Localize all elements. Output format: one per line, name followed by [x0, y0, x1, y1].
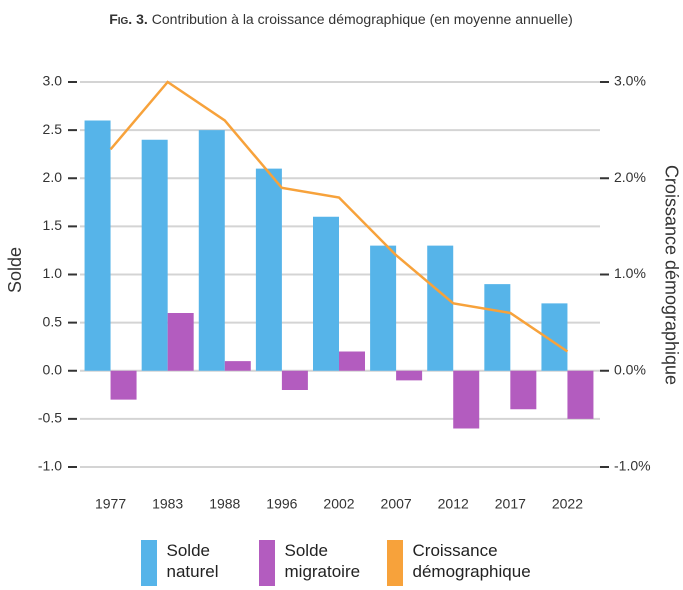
- y2-tick-label: -1.0%: [614, 458, 651, 474]
- y-tick-label: -0.5: [38, 410, 62, 426]
- legend-swatch: [140, 540, 157, 586]
- chart: Fig. 3. Contribution à la croissance démo…: [5, 11, 682, 512]
- y2-tick-label: 0.0%: [614, 361, 646, 377]
- legend: Solde naturel Solde migratoire Croissance …: [0, 540, 683, 586]
- y-tick-label: 1.0: [43, 265, 63, 281]
- legend-item: Solde naturel: [140, 540, 237, 586]
- y-tick-label: 3.0: [43, 73, 63, 89]
- x-tick-label: 1988: [209, 496, 240, 512]
- bar: [255, 168, 282, 371]
- bar: [453, 370, 480, 429]
- x-tick-label: 2002: [323, 496, 354, 512]
- y-axis-label: Solde: [5, 247, 25, 293]
- bar: [484, 284, 511, 371]
- bar: [427, 245, 454, 371]
- x-tick-label: 2012: [438, 496, 469, 512]
- bar: [110, 370, 137, 400]
- bar: [313, 216, 339, 371]
- bar: [510, 370, 537, 410]
- legend-label: Croissance démographique: [412, 541, 531, 581]
- y-tick-label: 2.0: [43, 169, 63, 185]
- x-tick-label: 1996: [266, 496, 297, 512]
- y-tick-label: 0.0: [43, 361, 63, 377]
- y-tick-label: -1.0: [38, 458, 62, 474]
- bar: [396, 370, 423, 381]
- y-tick-label: 1.5: [43, 217, 63, 233]
- bar: [370, 245, 397, 371]
- bar: [281, 370, 308, 390]
- bar: [84, 120, 111, 371]
- x-tick-label: 2017: [495, 496, 526, 512]
- y2-tick-label: 2.0%: [614, 169, 646, 185]
- y2-tick-label: 1.0%: [614, 265, 646, 281]
- legend-swatch: [386, 540, 403, 586]
- legend-label: Solde naturel: [166, 541, 219, 581]
- x-tick-label: 2022: [552, 496, 583, 512]
- bar: [167, 313, 194, 371]
- y-tick-label: 2.5: [43, 121, 63, 137]
- bar: [567, 370, 594, 419]
- y2-axis-label: Croissance démographique: [661, 165, 681, 385]
- bar: [141, 139, 168, 371]
- legend-item: Croissance démographique: [386, 540, 543, 586]
- bar: [339, 351, 365, 371]
- title-prefix: Fig. 3.: [109, 11, 148, 27]
- x-tick-label: 1977: [95, 496, 126, 512]
- bar: [224, 361, 251, 371]
- y2-tick-label: 3.0%: [614, 73, 646, 89]
- legend-label: Solde migratoire: [284, 541, 361, 581]
- line: [109, 80, 569, 353]
- title-text: Contribution à la croissance démographiq…: [152, 11, 573, 27]
- x-tick-label: 1983: [152, 496, 183, 512]
- legend-swatch: [258, 540, 275, 586]
- bar: [198, 130, 225, 371]
- chart-title: Fig. 3. Contribution à la croissance démo…: [109, 11, 573, 27]
- y-tick-label: 0.5: [43, 313, 63, 329]
- x-tick-label: 2007: [381, 496, 412, 512]
- legend-item: Solde migratoire: [258, 540, 365, 586]
